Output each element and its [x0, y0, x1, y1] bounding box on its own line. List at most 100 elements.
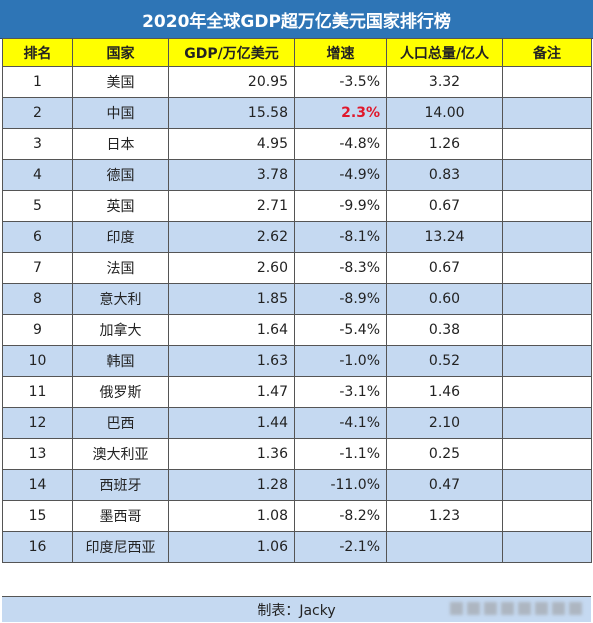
rank-cell: 9 — [2, 314, 73, 346]
note-cell — [502, 531, 592, 563]
gdp-cell: 2.71 — [168, 190, 295, 222]
note-cell — [502, 252, 592, 284]
rank-cell: 6 — [2, 221, 73, 253]
population-cell: 14.00 — [386, 97, 503, 129]
table-row: 14 西班牙 1.28 -11.0% 0.47 — [2, 469, 592, 501]
country-cell: 巴西 — [72, 407, 169, 439]
note-cell — [502, 190, 592, 222]
rank-cell: 5 — [2, 190, 73, 222]
country-cell: 印度尼西亚 — [72, 531, 169, 563]
table-row: 7 法国 2.60 -8.3% 0.67 — [2, 252, 592, 284]
header-rank: 排名 — [2, 38, 73, 67]
population-cell: 0.67 — [386, 252, 503, 284]
country-cell: 法国 — [72, 252, 169, 284]
header-growth: 增速 — [294, 38, 387, 67]
note-cell — [502, 283, 592, 315]
note-cell — [502, 500, 592, 532]
rank-cell: 15 — [2, 500, 73, 532]
population-cell: 0.60 — [386, 283, 503, 315]
population-cell: 0.38 — [386, 314, 503, 346]
note-cell — [502, 407, 592, 439]
growth-cell: -3.5% — [294, 66, 387, 98]
gdp-cell: 1.44 — [168, 407, 295, 439]
table-row: 10 韩国 1.63 -1.0% 0.52 — [2, 345, 592, 377]
country-cell: 意大利 — [72, 283, 169, 315]
population-cell: 3.32 — [386, 66, 503, 98]
growth-cell: -4.1% — [294, 407, 387, 439]
country-cell: 墨西哥 — [72, 500, 169, 532]
table-row: 3 日本 4.95 -4.8% 1.26 — [2, 128, 592, 160]
country-cell: 澳大利亚 — [72, 438, 169, 470]
gdp-cell: 1.36 — [168, 438, 295, 470]
rank-cell: 4 — [2, 159, 73, 191]
growth-cell: -9.9% — [294, 190, 387, 222]
note-cell — [502, 438, 592, 470]
gdp-cell: 3.78 — [168, 159, 295, 191]
growth-cell: -2.1% — [294, 531, 387, 563]
table-body: 1 美国 20.95 -3.5% 3.32 2 中国 15.58 2.3% 14… — [2, 66, 592, 563]
population-cell: 0.52 — [386, 345, 503, 377]
growth-cell: -11.0% — [294, 469, 387, 501]
country-cell: 日本 — [72, 128, 169, 160]
table-title: 2020年全球GDP超万亿美元国家排行榜 — [0, 0, 593, 39]
population-cell: 1.23 — [386, 500, 503, 532]
header-note: 备注 — [502, 38, 592, 67]
header-population: 人口总量/亿人 — [386, 38, 503, 67]
population-cell: 2.10 — [386, 407, 503, 439]
rank-cell: 10 — [2, 345, 73, 377]
rank-cell: 14 — [2, 469, 73, 501]
gdp-cell: 1.28 — [168, 469, 295, 501]
gdp-cell: 1.63 — [168, 345, 295, 377]
population-cell — [386, 531, 503, 563]
population-cell: 0.25 — [386, 438, 503, 470]
growth-cell: -8.1% — [294, 221, 387, 253]
table-row: 13 澳大利亚 1.36 -1.1% 0.25 — [2, 438, 592, 470]
rank-cell: 2 — [2, 97, 73, 129]
table-row: 16 印度尼西亚 1.06 -2.1% — [2, 531, 592, 563]
blurred-watermark — [450, 597, 590, 619]
header-country: 国家 — [72, 38, 169, 67]
growth-cell: -3.1% — [294, 376, 387, 408]
country-cell: 西班牙 — [72, 469, 169, 501]
rank-cell: 12 — [2, 407, 73, 439]
table-row: 5 英国 2.71 -9.9% 0.67 — [2, 190, 592, 222]
table-row: 11 俄罗斯 1.47 -3.1% 1.46 — [2, 376, 592, 408]
rank-cell: 11 — [2, 376, 73, 408]
rank-cell: 1 — [2, 66, 73, 98]
note-cell — [502, 221, 592, 253]
gdp-cell: 1.64 — [168, 314, 295, 346]
rank-cell: 13 — [2, 438, 73, 470]
note-cell — [502, 97, 592, 129]
rank-cell: 3 — [2, 128, 73, 160]
gdp-cell: 1.47 — [168, 376, 295, 408]
gdp-cell: 1.85 — [168, 283, 295, 315]
country-cell: 英国 — [72, 190, 169, 222]
growth-cell: -8.3% — [294, 252, 387, 284]
population-cell: 1.46 — [386, 376, 503, 408]
rank-cell: 8 — [2, 283, 73, 315]
country-cell: 中国 — [72, 97, 169, 129]
table-row: 12 巴西 1.44 -4.1% 2.10 — [2, 407, 592, 439]
note-cell — [502, 469, 592, 501]
rank-cell: 7 — [2, 252, 73, 284]
growth-cell-highlight: 2.3% — [294, 97, 387, 129]
population-cell: 1.26 — [386, 128, 503, 160]
growth-cell: -5.4% — [294, 314, 387, 346]
gdp-cell: 1.06 — [168, 531, 295, 563]
country-cell: 加拿大 — [72, 314, 169, 346]
population-cell: 0.67 — [386, 190, 503, 222]
table-row: 2 中国 15.58 2.3% 14.00 — [2, 97, 592, 129]
table-row: 8 意大利 1.85 -8.9% 0.60 — [2, 283, 592, 315]
gdp-cell: 2.60 — [168, 252, 295, 284]
country-cell: 印度 — [72, 221, 169, 253]
growth-cell: -1.0% — [294, 345, 387, 377]
growth-cell: -4.8% — [294, 128, 387, 160]
note-cell — [502, 128, 592, 160]
population-cell: 0.83 — [386, 159, 503, 191]
gdp-cell: 1.08 — [168, 500, 295, 532]
growth-cell: -8.9% — [294, 283, 387, 315]
gdp-cell: 20.95 — [168, 66, 295, 98]
gdp-cell: 4.95 — [168, 128, 295, 160]
table-row: 6 印度 2.62 -8.1% 13.24 — [2, 221, 592, 253]
